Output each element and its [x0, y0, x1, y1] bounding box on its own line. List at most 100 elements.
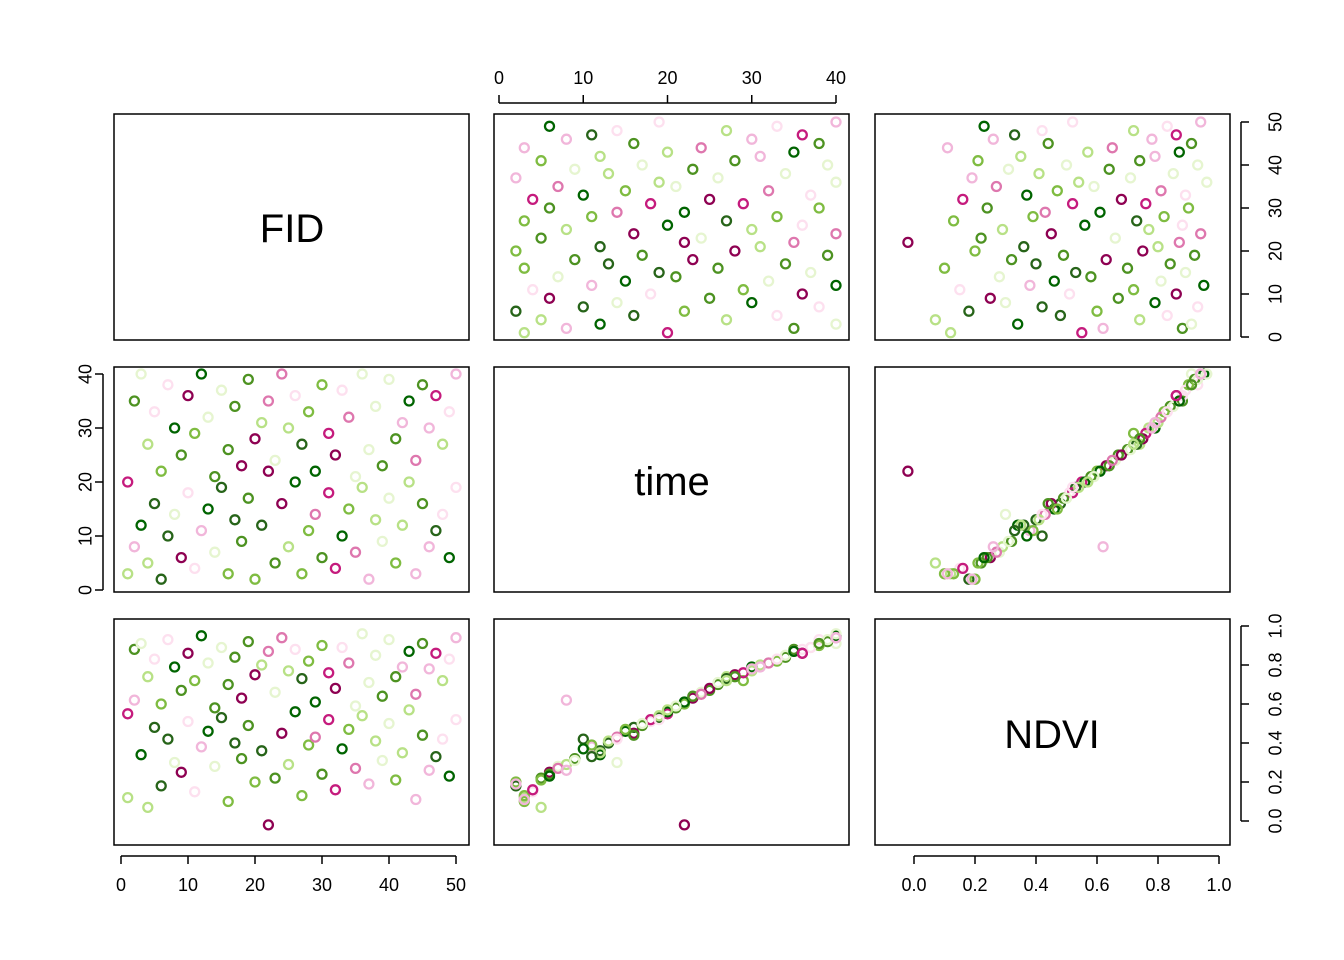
data-point [1002, 163, 1015, 175]
data-point [1127, 438, 1140, 450]
data-point [323, 713, 335, 726]
data-point [1070, 266, 1082, 279]
panel-ndvi-vs-time [902, 368, 1213, 585]
data-point [222, 678, 234, 691]
data-point [202, 725, 214, 737]
data-point [754, 241, 766, 253]
data-point [148, 497, 161, 510]
data-point [175, 684, 187, 697]
data-point [189, 427, 201, 440]
data-point [993, 271, 1006, 283]
data-point [788, 322, 800, 335]
data-point [987, 541, 999, 553]
data-point [323, 427, 335, 440]
data-point [678, 206, 691, 218]
data-point [155, 698, 167, 710]
data-point [999, 296, 1012, 309]
data-point [343, 723, 355, 736]
data-point [1036, 530, 1048, 542]
data-point [430, 524, 442, 537]
data-point [535, 155, 547, 167]
data-point [628, 137, 640, 150]
data-point [356, 710, 368, 722]
panel-frame-r2-c3 [874, 366, 1231, 593]
data-point [369, 735, 382, 747]
data-point [142, 438, 154, 450]
data-point [376, 535, 388, 548]
data-point [1036, 508, 1048, 521]
data-point [611, 124, 623, 137]
data-point [1176, 322, 1189, 335]
data-point [142, 557, 154, 569]
data-point [376, 690, 388, 702]
data-point [771, 210, 783, 223]
data-point [1066, 116, 1079, 128]
data-point [262, 465, 275, 477]
data-point [1088, 180, 1100, 193]
data-point [1091, 305, 1103, 317]
data-point [443, 653, 455, 665]
data-point [1015, 150, 1027, 163]
data-point [256, 519, 268, 531]
data-point [1106, 142, 1118, 154]
data-point [189, 786, 201, 798]
data-point [195, 524, 208, 537]
data-point [1060, 492, 1073, 504]
data-point [229, 651, 241, 663]
data-point [984, 292, 996, 304]
data-point [316, 639, 328, 652]
data-point [611, 296, 623, 309]
data-point [653, 266, 665, 279]
data-point [941, 142, 954, 154]
data-point [410, 568, 422, 580]
data-point [403, 645, 415, 658]
data-point [363, 778, 375, 790]
data-point [289, 389, 301, 402]
data-point [1073, 176, 1085, 188]
tick-label: 0.4 [1023, 875, 1048, 895]
data-point [703, 292, 716, 304]
data-point [235, 752, 248, 765]
diag-label-fid: FID [260, 207, 324, 251]
data-point [636, 249, 648, 261]
data-point [289, 643, 301, 656]
panel-frame-r3-c2 [493, 618, 850, 846]
data-point [954, 284, 966, 296]
tick-label: 50 [1265, 112, 1285, 132]
data-point [396, 747, 409, 759]
data-point [1079, 219, 1091, 231]
data-point [356, 481, 368, 494]
data-point [678, 236, 691, 249]
data-point [929, 314, 942, 326]
data-point [369, 649, 382, 661]
data-point [128, 643, 141, 656]
data-point [282, 422, 295, 434]
data-point [269, 686, 281, 698]
data-point [383, 717, 395, 730]
data-point [1170, 389, 1182, 402]
data-point [1033, 167, 1045, 180]
data-point [1012, 318, 1024, 330]
data-point [329, 449, 342, 461]
data-point [142, 671, 154, 683]
tick-label: 10 [75, 526, 95, 546]
data-point [1082, 476, 1094, 488]
data-point [195, 630, 208, 642]
data-point [1103, 163, 1115, 175]
data-point [436, 674, 449, 687]
data-point [249, 776, 261, 788]
data-point [1146, 422, 1158, 434]
data-point [569, 253, 581, 266]
data-point [122, 708, 134, 720]
data-point [813, 137, 825, 150]
data-point [1060, 159, 1073, 171]
data-point [423, 422, 435, 434]
data-point [746, 223, 758, 236]
data-point [363, 676, 375, 689]
data-point [796, 129, 808, 141]
data-point [410, 688, 422, 700]
data-point [1195, 368, 1207, 380]
data-point [796, 647, 808, 659]
data-point [543, 292, 556, 304]
data-point [215, 481, 228, 494]
